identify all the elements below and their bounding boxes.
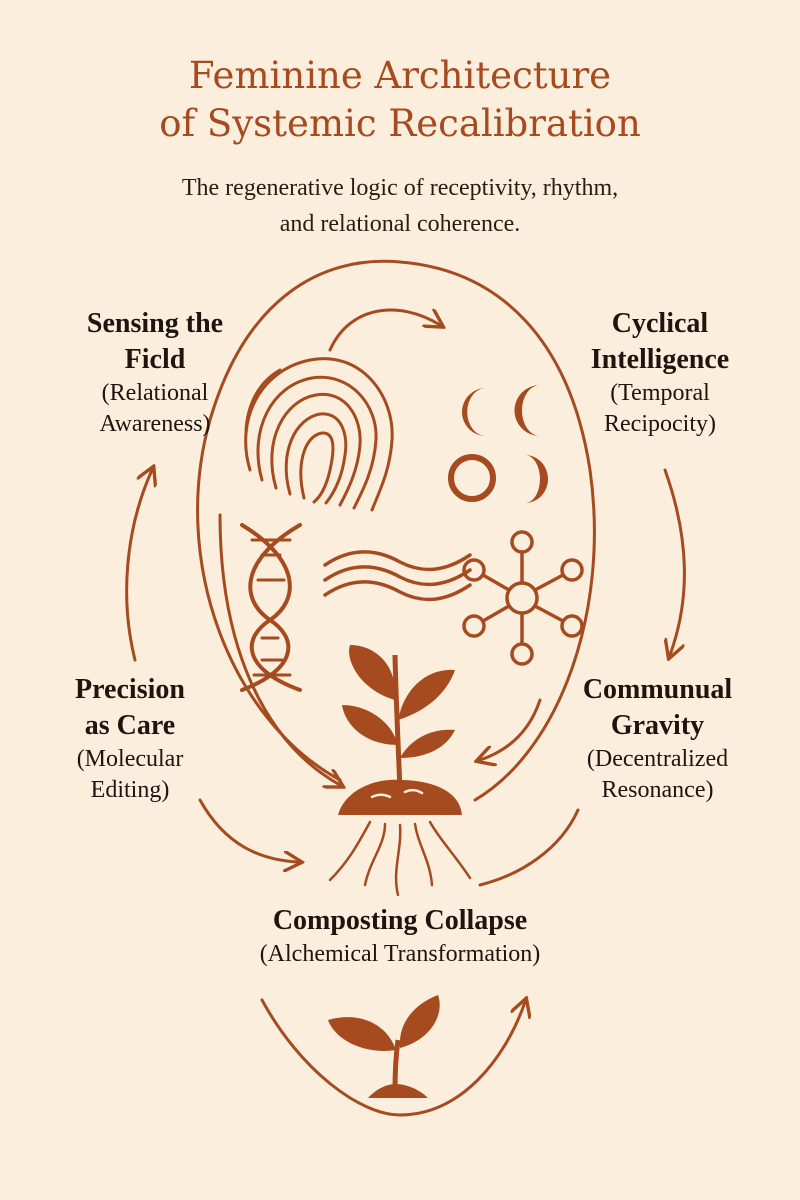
dna-helix-icon xyxy=(240,523,302,692)
node-cyclical-sub-1: (Temporal xyxy=(610,380,710,406)
title-line-1: Feminine Architecture xyxy=(188,54,612,97)
node-sensing-sub-1: (Relational xyxy=(101,380,209,406)
lower-left-arrow xyxy=(198,798,298,862)
inner-left-arrow xyxy=(218,513,340,785)
seedling-soil-icon xyxy=(338,645,462,815)
subtitle-line-1: The regenerative logic of receptivity, r… xyxy=(181,175,619,201)
node-sensing-head-1: Sensing the xyxy=(86,308,224,339)
left-arrow xyxy=(125,470,152,662)
outer-loop xyxy=(196,259,596,802)
node-composting-collapse: Composting Collapse (Alchemical Transfor… xyxy=(150,903,650,970)
node-cyclical-head-1: Cyclical xyxy=(611,308,709,339)
node-sensing-head-2: Ficld xyxy=(124,344,186,375)
node-cyclical-head-2: Intelligence xyxy=(590,344,730,375)
sprout-icon xyxy=(328,995,440,1098)
inner-right-arrow xyxy=(480,698,542,760)
node-precision-sub-1: (Molecular xyxy=(76,746,184,772)
node-sensing-the-field: Sensing the Ficld (Relational Awareness) xyxy=(50,306,260,440)
title-line-2: of Systemic Recalibration xyxy=(159,102,641,145)
node-communal-head-1: Communual xyxy=(582,674,733,705)
network-hub-icon xyxy=(462,530,584,666)
node-communal-gravity: Communual Gravity (Decentralized Resonan… xyxy=(545,672,770,806)
node-communal-sub-1: (Decentralized xyxy=(586,746,729,772)
node-cyclical-intelligence: Cyclical Intelligence (Temporal Recipoci… xyxy=(555,306,765,440)
roots-icon xyxy=(328,820,472,897)
moon-phases-icon xyxy=(448,385,548,503)
page-title: Feminine Architecture of Systemic Recali… xyxy=(0,52,800,148)
lower-right-arc xyxy=(478,808,580,887)
node-composting-head-1: Composting Collapse xyxy=(272,905,528,936)
node-cyclical-sub-2: Recipocity) xyxy=(604,411,716,437)
node-composting-sub-1: (Alchemical Transformation) xyxy=(259,941,541,967)
bottom-u-arrow xyxy=(260,1000,525,1117)
node-communal-head-2: Gravity xyxy=(610,710,705,741)
wave-lines-icon xyxy=(323,550,472,602)
node-precision-sub-2: Editing) xyxy=(90,777,170,803)
node-precision-head-2: as Care xyxy=(84,710,176,741)
node-communal-sub-2: Resonance) xyxy=(601,777,714,803)
right-arrow xyxy=(665,468,686,655)
node-sensing-sub-2: Awareness) xyxy=(99,411,211,437)
page-subtitle: The regenerative logic of receptivity, r… xyxy=(0,170,800,242)
fingerprint-icon xyxy=(244,357,394,512)
node-precision-as-care: Precision as Care (Molecular Editing) xyxy=(30,672,230,806)
top-arrow xyxy=(328,310,440,352)
subtitle-line-2: and relational coherence. xyxy=(279,211,521,237)
node-precision-head-1: Precision xyxy=(75,674,185,705)
